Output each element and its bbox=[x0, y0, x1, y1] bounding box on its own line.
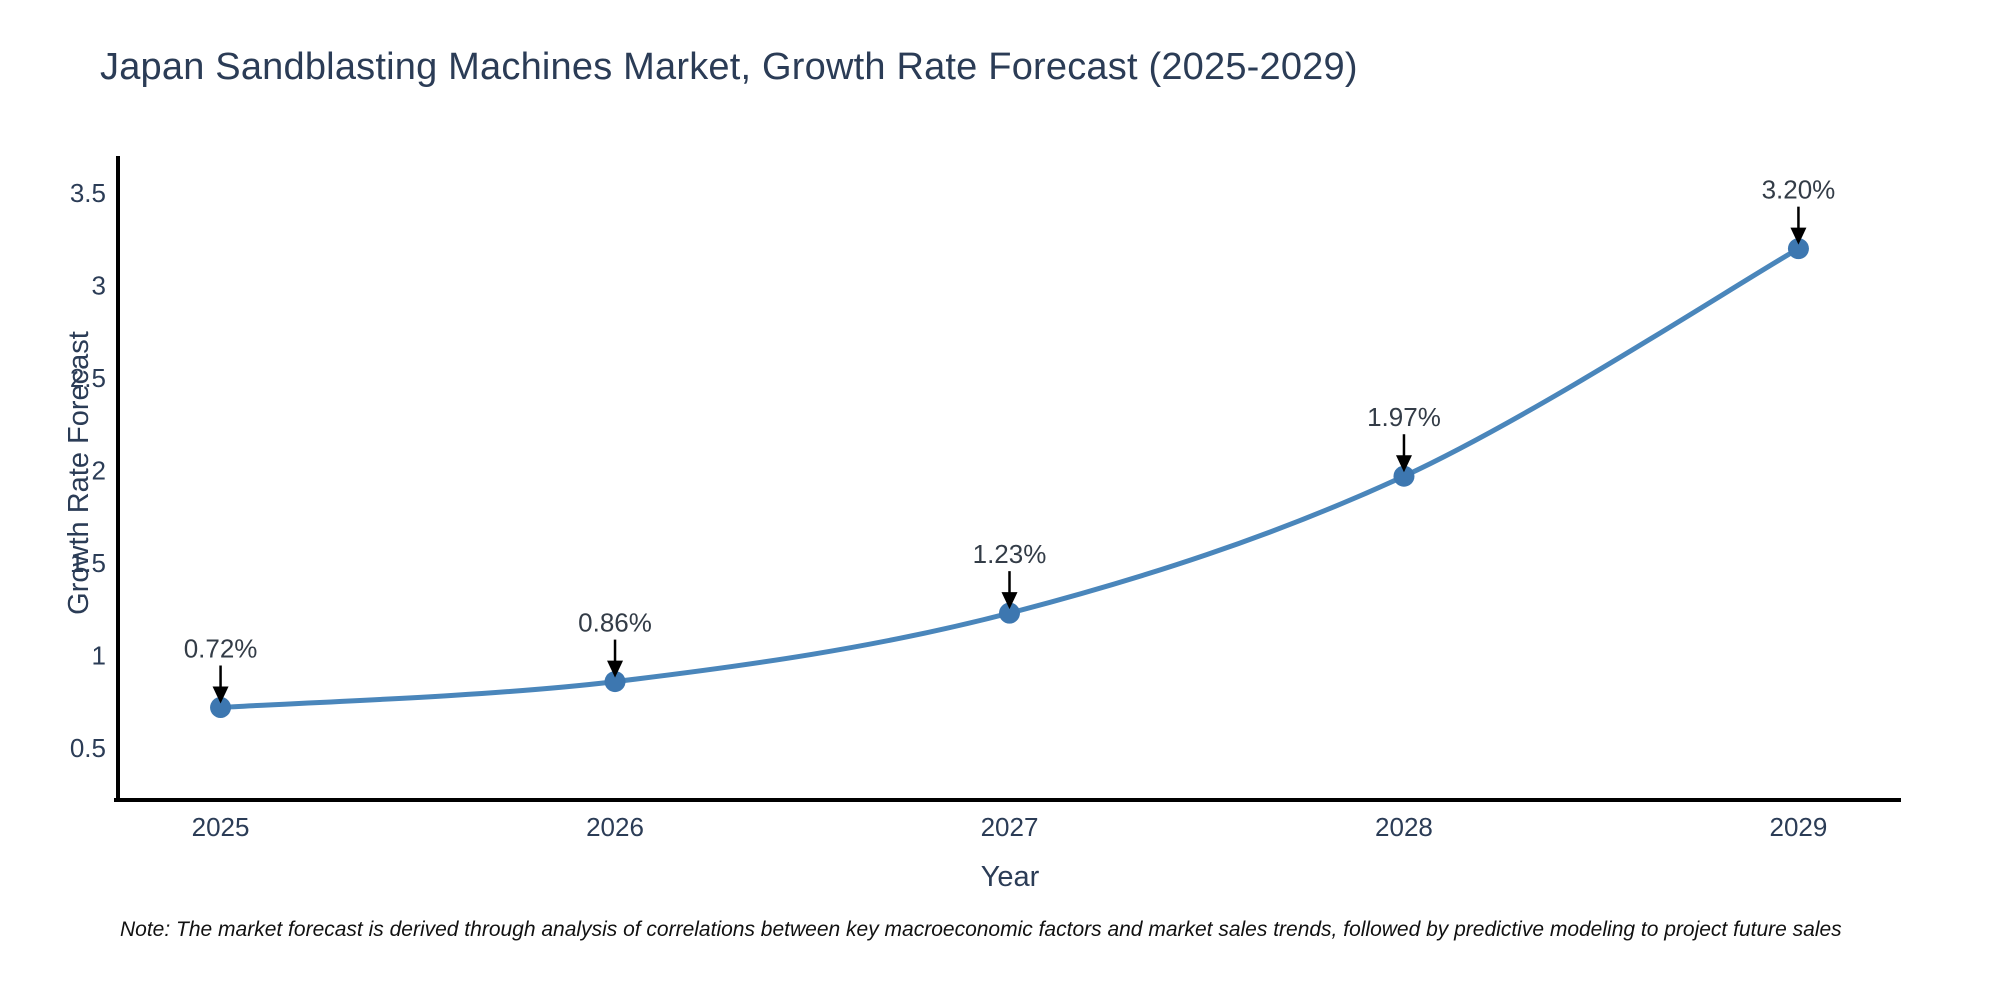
footnote: Note: The market forecast is derived thr… bbox=[120, 918, 1842, 941]
x-axis-tick-label: 2029 bbox=[1770, 812, 1828, 842]
y-axis-tick-label: 3 bbox=[92, 271, 106, 301]
data-point-marker bbox=[1393, 465, 1415, 487]
annotation-label: 0.72% bbox=[184, 633, 258, 663]
x-axis-tick-label: 2027 bbox=[981, 812, 1039, 842]
data-point-marker bbox=[210, 696, 232, 718]
x-axis-tick-label: 2026 bbox=[586, 812, 644, 842]
y-axis-title: Growth Rate Forecast bbox=[63, 331, 95, 615]
series-layer bbox=[210, 238, 1809, 718]
axis-layer: 3.5 3 2.5 2 1.5 1 0.5 2025 2026 2027 2028 2029 bbox=[70, 156, 1901, 842]
annotation-layer: 0.72% 0.86% 1.23% 1.97% 3.20% bbox=[184, 175, 1836, 704]
annotation-label: 3.20% bbox=[1762, 175, 1836, 205]
data-point-marker bbox=[999, 602, 1020, 624]
y-axis-tick-label: 1 bbox=[92, 641, 106, 671]
x-axis-title: Year bbox=[981, 861, 1040, 893]
annotation-label: 0.86% bbox=[578, 608, 652, 638]
y-axis-tick-label: 2.5 bbox=[70, 363, 106, 393]
data-point-marker bbox=[604, 671, 626, 693]
y-axis-tick-label: 1.5 bbox=[70, 548, 106, 578]
chart-title: Japan Sandblasting Machines Market, Grow… bbox=[100, 46, 1358, 88]
annotation-arrow-head bbox=[1395, 455, 1412, 473]
y-axis-tick-label: 0.5 bbox=[70, 733, 106, 763]
data-point-marker bbox=[1787, 238, 1809, 260]
annotation-arrow-head bbox=[1790, 227, 1807, 245]
y-axis-tick-label: 3.5 bbox=[70, 178, 106, 208]
annotation-label: 1.97% bbox=[1367, 402, 1441, 432]
annotation-arrow-head bbox=[607, 660, 624, 678]
line-series bbox=[218, 246, 1801, 710]
annotation-arrow-head bbox=[1001, 592, 1018, 610]
annotation-label: 1.23% bbox=[973, 539, 1047, 569]
x-axis-tick-label: 2028 bbox=[1375, 812, 1433, 842]
y-axis-tick-label: 2 bbox=[92, 456, 106, 486]
annotation-arrow-head bbox=[212, 686, 229, 704]
x-axis-tick-label: 2025 bbox=[192, 812, 250, 842]
